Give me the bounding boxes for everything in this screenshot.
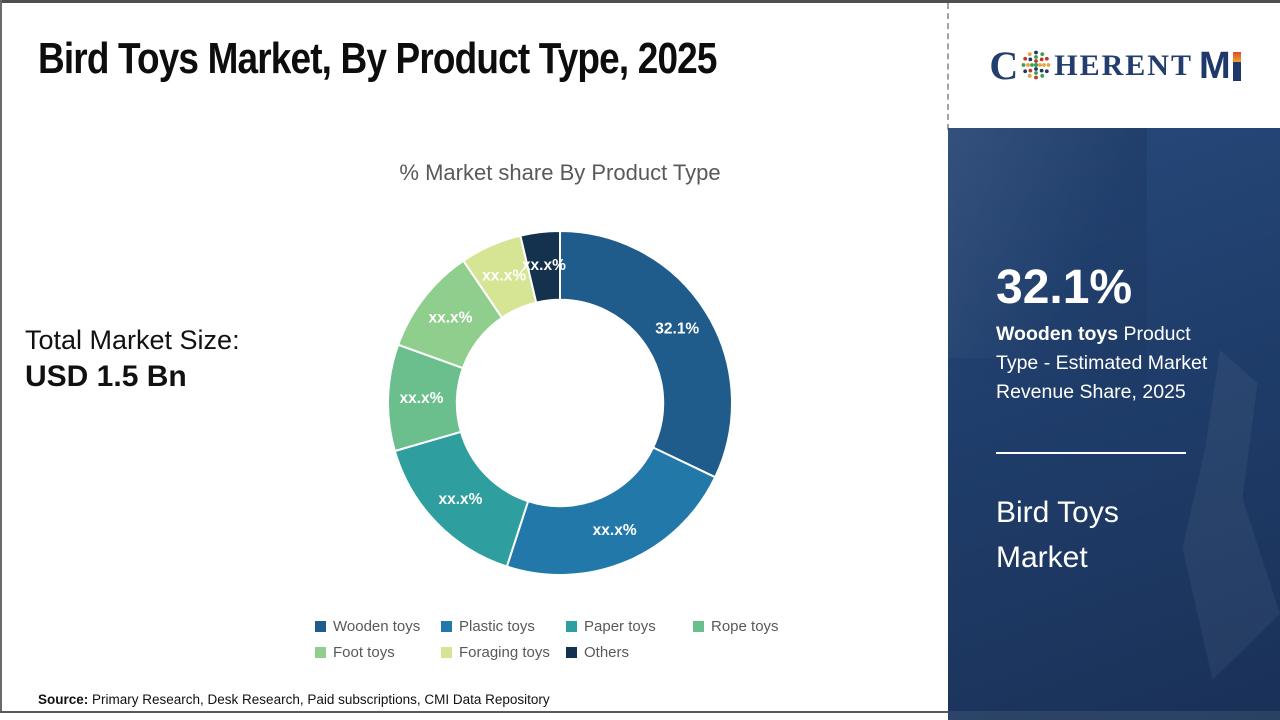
legend-swatch-paper-toys — [566, 621, 577, 632]
donut-segment-wooden-toys — [559, 229, 733, 479]
chart-legend: Wooden toys Plastic toys Paper toys Rope… — [315, 618, 779, 661]
legend-item-wooden-toys: Wooden toys — [315, 618, 441, 635]
sidebar-divider-line — [996, 452, 1186, 454]
logo-i-accent — [1232, 51, 1241, 62]
chart-title: % Market share By Product Type — [399, 160, 721, 185]
legend-item-paper-toys: Paper toys — [566, 618, 693, 635]
donut-segment-others — [519, 229, 561, 304]
sidebar-stat-description: Product Type - Estimated Market Revenue … — [996, 323, 1208, 403]
donut-label-foot-toys: xx.x% — [429, 310, 473, 327]
legend-label: Plastic toys — [459, 618, 535, 635]
sidebar-report-title: Bird Toys Market — [996, 496, 1119, 574]
legend-item-others: Others — [566, 644, 693, 661]
legend-label: Rope toys — [711, 618, 779, 635]
legend-label: Paper toys — [584, 618, 656, 635]
total-market-size-value: USD 1.5 Bn — [25, 360, 187, 393]
logo-panel: C HERENT M — [950, 3, 1280, 129]
legend-swatch-wooden-toys — [315, 621, 326, 632]
sidebar-stat-value: 32.1% — [996, 261, 1133, 314]
source-line: Source: Primary Research, Desk Research,… — [38, 692, 550, 707]
donut-segment-plastic-toys — [505, 446, 717, 576]
globe-dots-icon — [1021, 50, 1051, 80]
donut-label-wooden-toys: 32.1% — [655, 321, 699, 338]
sidebar-texture-top — [948, 128, 1280, 358]
left-border-line — [0, 0, 2, 712]
source-text: Primary Research, Desk Research, Paid su… — [88, 692, 550, 707]
donut-label-plastic-toys: xx.x% — [593, 522, 637, 539]
logo-text-herent: HERENT — [1054, 49, 1193, 82]
logo-letter-m: M — [1198, 45, 1231, 87]
sidebar-texture-shade — [948, 128, 1148, 395]
legend-item-rope-toys: Rope toys — [693, 618, 779, 635]
page-title: Bird Toys Market, By Product Type, 2025 — [38, 34, 717, 83]
total-market-size-label: Total Market Size: — [25, 325, 240, 355]
sidebar-stat-text: Wooden toys Product Type - Estimated Mar… — [996, 320, 1238, 407]
legend-label: Foraging toys — [459, 644, 550, 661]
sidebar-panel: 32.1% Wooden toys Product Type - Estimat… — [948, 128, 1280, 720]
legend-label: Foot toys — [333, 644, 395, 661]
legend-swatch-foraging-toys — [441, 647, 452, 658]
dashed-separator — [947, 3, 949, 130]
legend-swatch-foot-toys — [315, 647, 326, 658]
logo-letter-c: C — [989, 43, 1019, 88]
donut-label-others: xx.x% — [522, 257, 566, 274]
legend-swatch-plastic-toys — [441, 621, 452, 632]
bottom-border-line — [0, 711, 948, 713]
legend-item-plastic-toys: Plastic toys — [441, 618, 566, 635]
donut-label-rope-toys: xx.x% — [399, 390, 443, 407]
top-border-line — [0, 0, 1280, 3]
sidebar-bottom-strip — [948, 711, 1280, 720]
legend-swatch-rope-toys — [693, 621, 704, 632]
legend-swatch-others — [566, 647, 577, 658]
donut-chart: 32.1%xx.x%xx.x%xx.x%xx.x%xx.x%xx.x% — [387, 229, 733, 576]
donut-label-foraging-toys: xx.x% — [482, 268, 526, 285]
sidebar-stat-category: Wooden toys — [996, 323, 1119, 345]
source-label: Source: — [38, 692, 89, 707]
coherentmi-logo: C HERENT M — [989, 43, 1241, 88]
donut-label-paper-toys: xx.x% — [438, 491, 482, 508]
logo-i-glyph — [1232, 51, 1241, 81]
legend-label: Wooden toys — [333, 618, 421, 635]
legend-item-foraging-toys: Foraging toys — [441, 644, 566, 661]
legend-item-foot-toys: Foot toys — [315, 644, 441, 661]
legend-label: Others — [584, 644, 630, 661]
